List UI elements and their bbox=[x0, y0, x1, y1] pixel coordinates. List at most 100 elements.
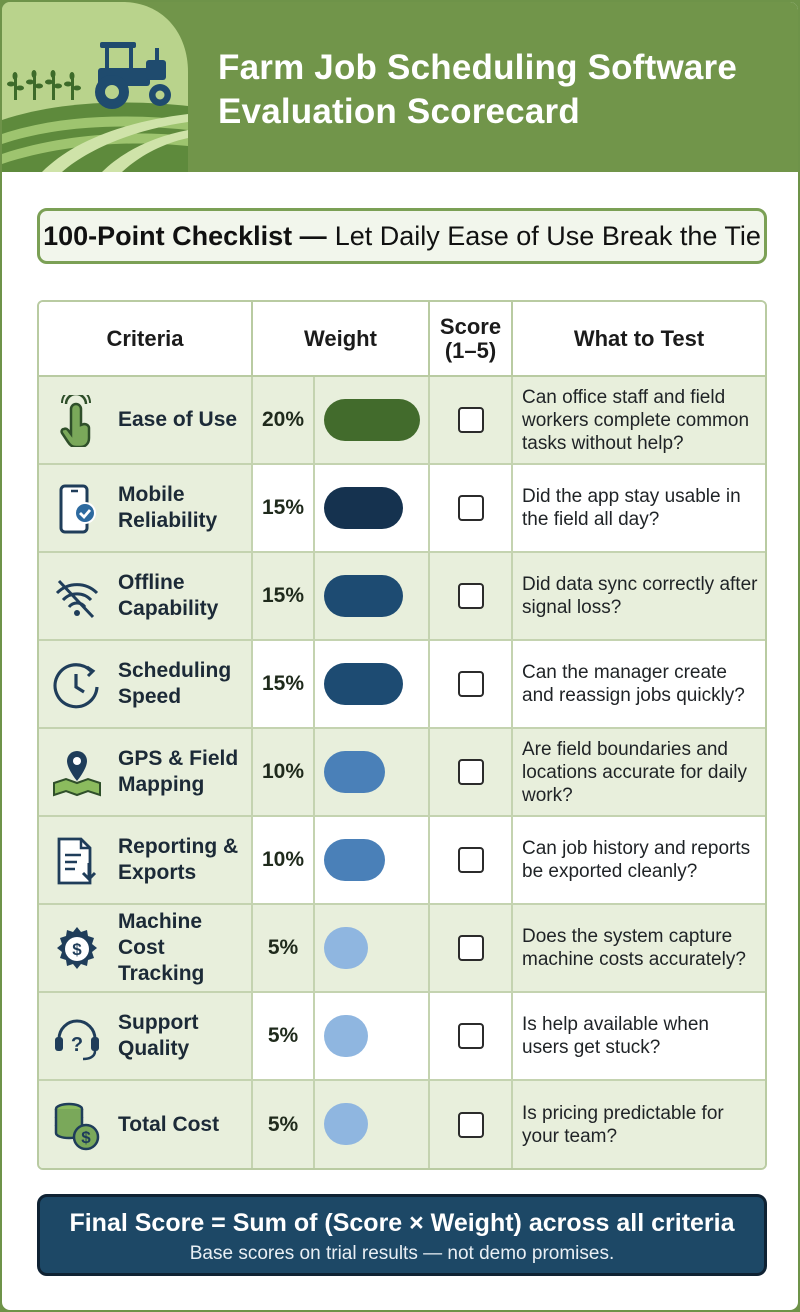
banner-bold-text: 100-Point Checklist — bbox=[43, 220, 327, 251]
criteria-cell: Offline Capability bbox=[39, 553, 253, 639]
report-export-icon bbox=[57, 837, 97, 885]
score-cell bbox=[430, 465, 513, 551]
score-checkbox[interactable] bbox=[457, 583, 484, 609]
weight-bar-cell bbox=[315, 377, 430, 463]
what-to-test-text: Can job history and reports be exported … bbox=[513, 817, 765, 903]
weight-bar-cell bbox=[315, 465, 430, 551]
header: Farm Job Scheduling Software Evaluation … bbox=[2, 2, 798, 172]
score-cell bbox=[430, 377, 513, 463]
svg-text:$: $ bbox=[72, 940, 82, 959]
what-to-test-text: Are field boundaries and locations accur… bbox=[513, 729, 765, 815]
mobile-check-icon bbox=[59, 484, 96, 534]
what-to-test-text: Is help available when users get stuck? bbox=[513, 993, 765, 1079]
criteria-cell: Mobile Reliability bbox=[39, 465, 253, 551]
weight-bar-cell bbox=[315, 993, 430, 1079]
score-cell bbox=[430, 641, 513, 727]
svg-text:$: $ bbox=[81, 1128, 91, 1147]
score-checkbox[interactable] bbox=[457, 759, 484, 785]
table-row: Mobile Reliability 15% Did the app stay us… bbox=[39, 465, 765, 553]
weight-bar bbox=[324, 399, 420, 441]
what-to-test-text: Is pricing predictable for your team? bbox=[513, 1081, 765, 1168]
score-cell bbox=[430, 1081, 513, 1168]
map-pin-icon bbox=[53, 751, 101, 797]
table-row: Scheduling Speed 15% Can the manager creat… bbox=[39, 641, 765, 729]
weight-bar-cell bbox=[315, 729, 430, 815]
header-what-to-test: What to Test bbox=[573, 325, 705, 351]
criteria-label: Machine Cost Tracking bbox=[118, 910, 205, 985]
weight-bar-cell bbox=[315, 905, 430, 991]
table-row: ? Support Quality 5% Is help available when… bbox=[39, 993, 765, 1081]
criteria-label: Total Cost bbox=[118, 1113, 220, 1136]
criteria-cell: $ Total Cost bbox=[39, 1081, 253, 1168]
title-line-1: Farm Job Scheduling Software bbox=[218, 48, 738, 87]
header-weight: Weight bbox=[253, 302, 430, 375]
criteria-cell: Reporting & Exports bbox=[39, 817, 253, 903]
what-to-test-text: Can the manager create and reassign jobs… bbox=[513, 641, 765, 727]
criteria-label: Mobile Reliability bbox=[118, 483, 218, 532]
score-checkbox[interactable] bbox=[457, 1023, 484, 1049]
tap-hand-icon bbox=[60, 395, 91, 447]
what-to-test-text: Can office staff and field workers compl… bbox=[513, 377, 765, 463]
score-cell bbox=[430, 905, 513, 991]
table-row: Reporting & Exports 10% Can job history an… bbox=[39, 817, 765, 905]
criteria-cell: Scheduling Speed bbox=[39, 641, 253, 727]
score-checkbox[interactable] bbox=[457, 1112, 484, 1138]
header-score-label: Score bbox=[439, 313, 502, 339]
header-score: Score (1–5) bbox=[430, 302, 513, 375]
table-row: GPS & Field Mapping 10% Are field boundari… bbox=[39, 729, 765, 817]
criteria-label: Offline Capability bbox=[118, 571, 219, 620]
score-checkbox[interactable] bbox=[457, 935, 484, 961]
page-title: Farm Job Scheduling Software Evaluation … bbox=[218, 46, 788, 134]
scorecard-table: Criteria Weight Score (1–5) What to Test… bbox=[37, 300, 767, 1170]
criteria-label: GPS & Field Mapping bbox=[118, 747, 239, 796]
criteria-cell: Ease of Use bbox=[39, 377, 253, 463]
table-row: $ Total Cost 5% Is pricing predictable for … bbox=[39, 1081, 765, 1168]
criteria-label: Reporting & Exports bbox=[118, 835, 239, 884]
score-cell bbox=[430, 729, 513, 815]
svg-text:?: ? bbox=[71, 1034, 83, 1056]
score-checkbox[interactable] bbox=[457, 671, 484, 697]
final-score-footer: Final Score = Sum of (Score × Weight) ac… bbox=[37, 1194, 767, 1276]
final-score-note: Base scores on trial results — not demo … bbox=[189, 1243, 615, 1264]
what-to-test-text: Did data sync correctly after signal los… bbox=[513, 553, 765, 639]
weight-percent: 15% bbox=[253, 553, 315, 639]
gear-dollar-icon: $ bbox=[57, 927, 97, 969]
headset-icon: ? bbox=[55, 1019, 99, 1061]
table-row: Offline Capability 15% Did data sync corre… bbox=[39, 553, 765, 641]
coins-icon: $ bbox=[54, 1102, 100, 1151]
table-header: Criteria Weight Score (1–5) What to Test bbox=[39, 302, 765, 377]
banner-text: Let Daily Ease of Use Break the Tie bbox=[334, 220, 761, 251]
wifi-off-icon bbox=[55, 579, 99, 619]
weight-bar bbox=[324, 1015, 368, 1057]
header-score-range: (1–5) bbox=[444, 337, 497, 363]
final-score-formula: Final Score = Sum of (Score × Weight) ac… bbox=[69, 1209, 735, 1237]
criteria-cell: GPS & Field Mapping bbox=[39, 729, 253, 815]
weight-percent: 15% bbox=[253, 641, 315, 727]
tractor-field-icon bbox=[2, 2, 188, 172]
weight-bar bbox=[324, 751, 385, 793]
weight-percent: 20% bbox=[253, 377, 315, 463]
criteria-label: Scheduling Speed bbox=[118, 659, 232, 708]
criteria-cell: $ Machine Cost Tracking bbox=[39, 905, 253, 991]
score-cell bbox=[430, 553, 513, 639]
weight-percent: 5% bbox=[253, 905, 315, 991]
clock-icon bbox=[53, 663, 99, 709]
criteria-label: Ease of Use bbox=[118, 408, 238, 431]
weight-bar-cell bbox=[315, 1081, 430, 1168]
criteria-label: Support Quality bbox=[118, 1011, 199, 1060]
header-criteria: Criteria bbox=[39, 302, 253, 375]
weight-bar bbox=[324, 663, 403, 705]
weight-bar bbox=[324, 575, 403, 617]
title-line-2: Evaluation Scorecard bbox=[218, 92, 580, 131]
table-row: Ease of Use 20% Can office staff and field… bbox=[39, 377, 765, 465]
weight-bar bbox=[324, 1103, 368, 1145]
weight-percent: 5% bbox=[253, 993, 315, 1079]
what-to-test-text: Does the system capture machine costs ac… bbox=[513, 905, 765, 991]
score-checkbox[interactable] bbox=[457, 407, 484, 433]
weight-percent: 10% bbox=[253, 729, 315, 815]
weight-bar-cell bbox=[315, 817, 430, 903]
score-checkbox[interactable] bbox=[457, 495, 484, 521]
weight-percent: 15% bbox=[253, 465, 315, 551]
score-checkbox[interactable] bbox=[457, 847, 484, 873]
